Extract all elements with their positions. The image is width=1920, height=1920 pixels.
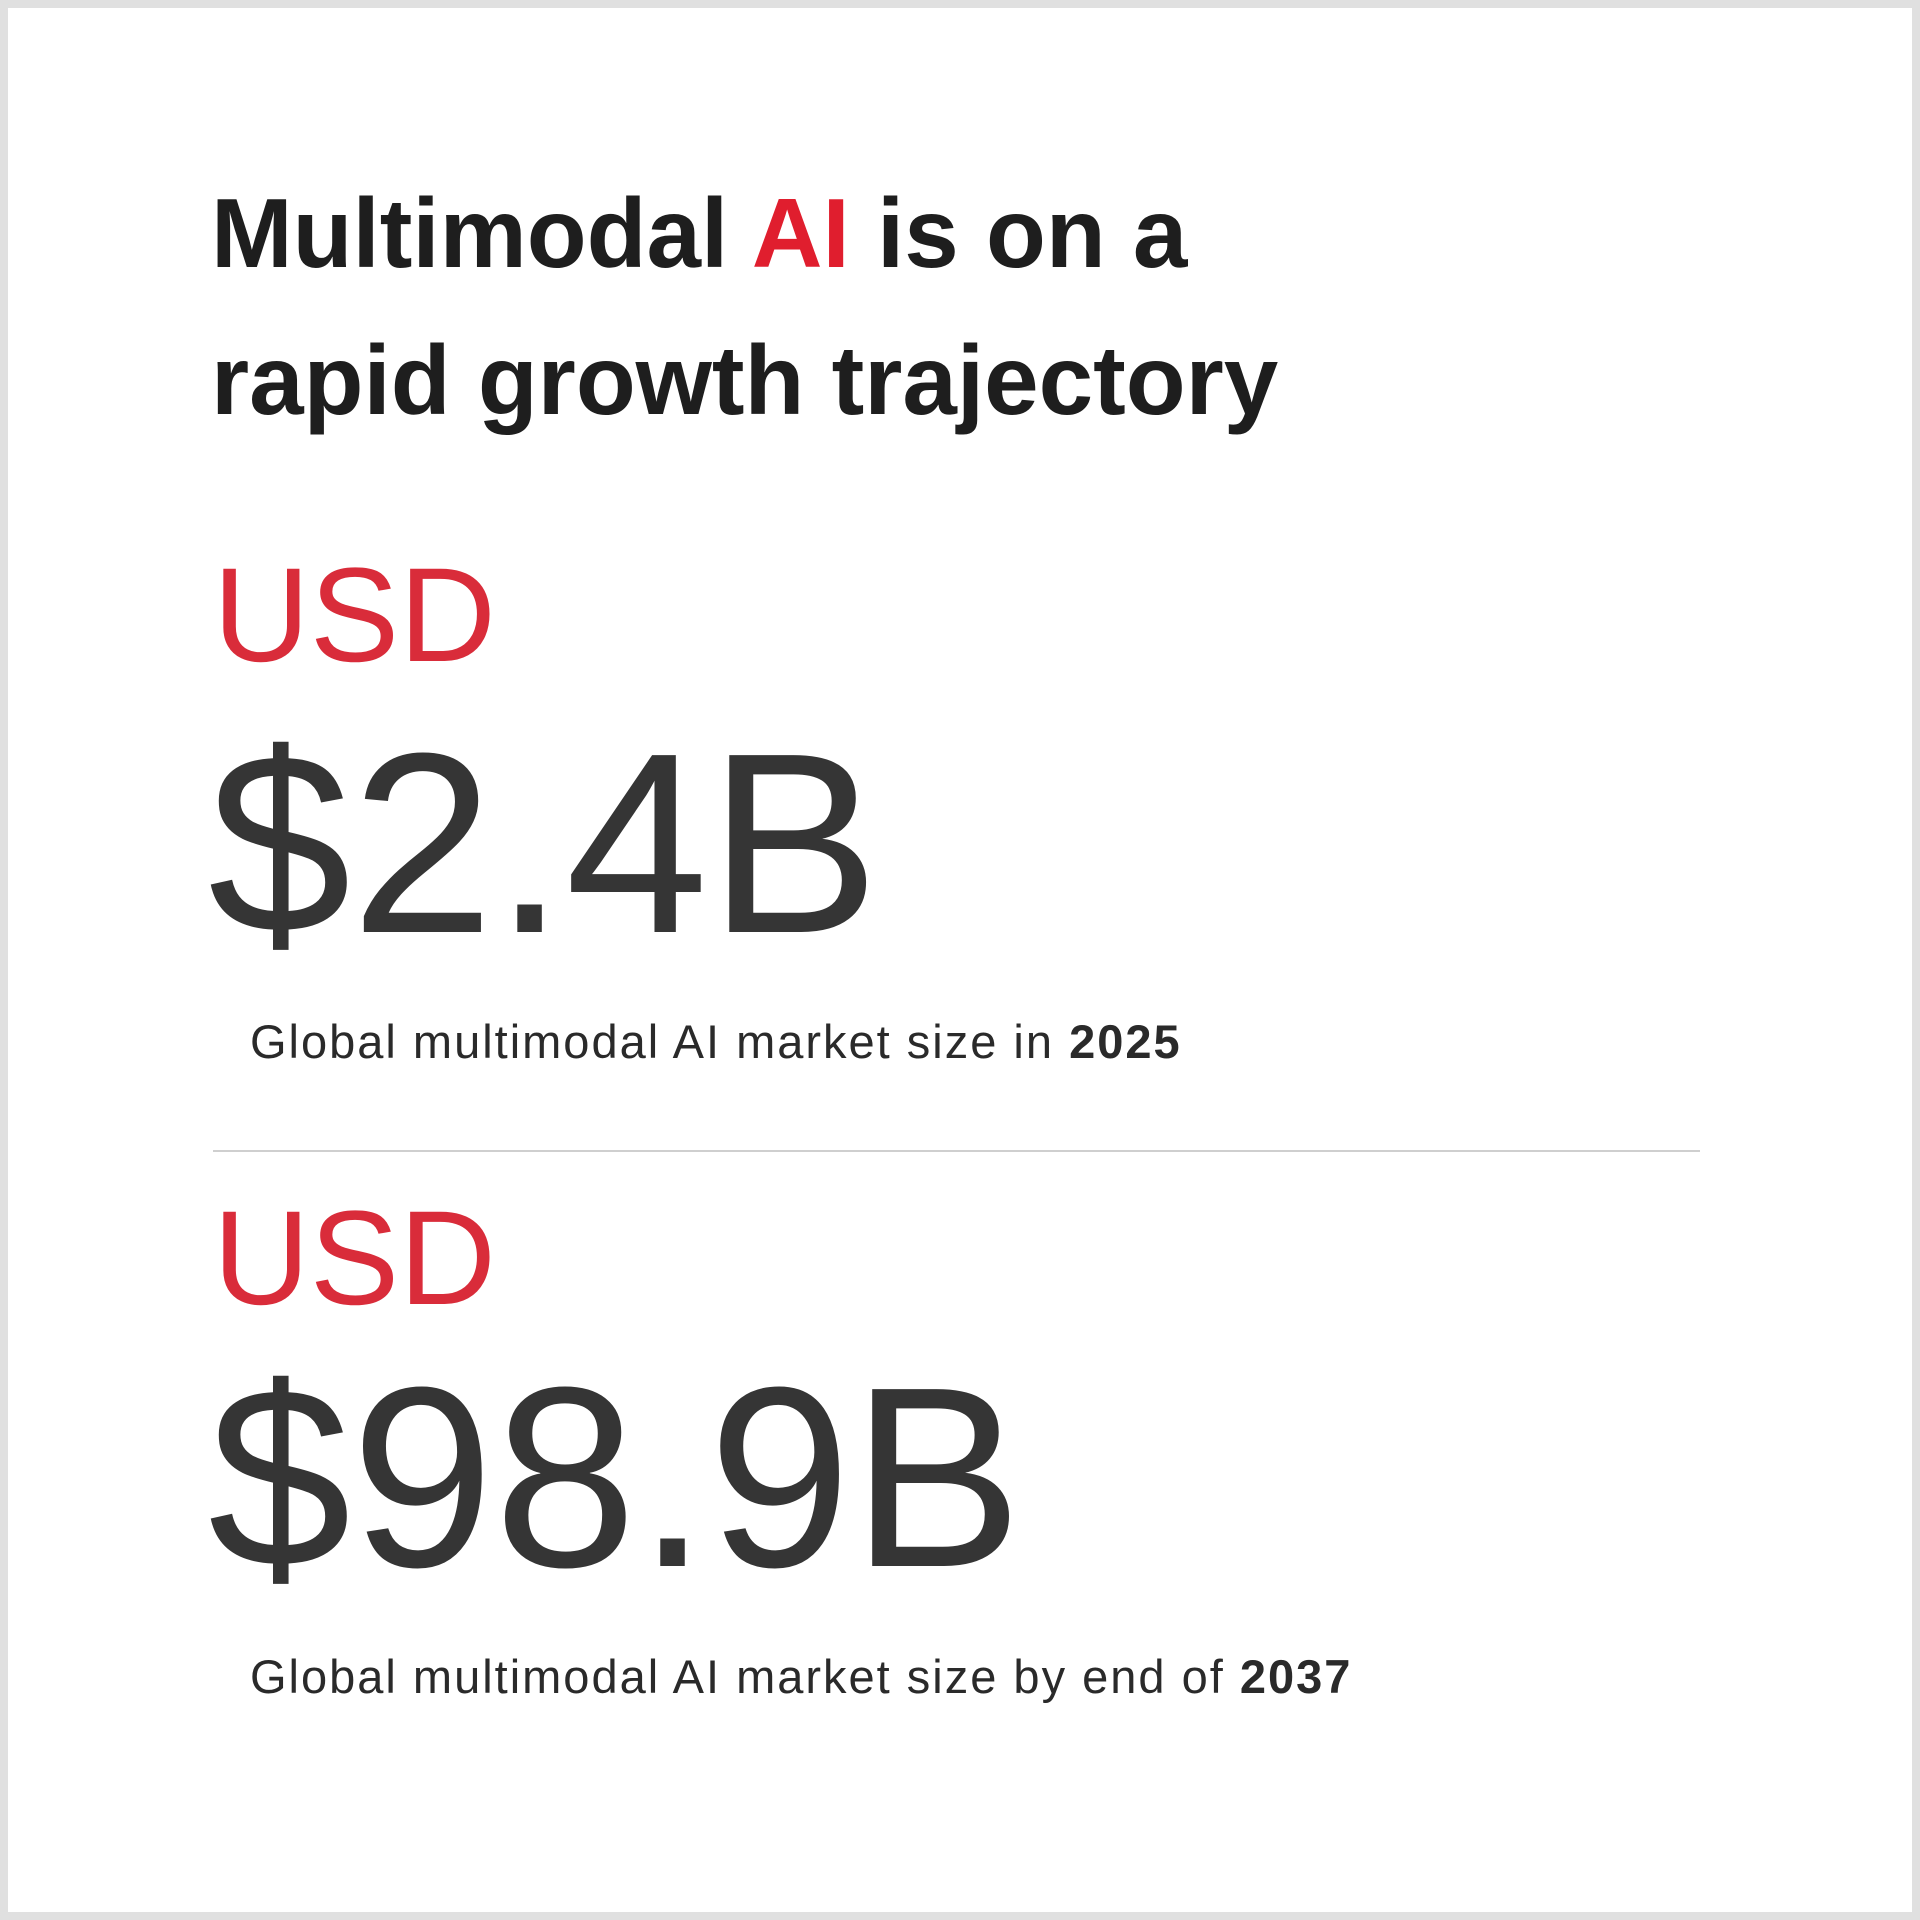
- headline-accent: AI: [751, 178, 850, 288]
- headline-text: Multimodal: [211, 178, 752, 288]
- stat-caption-2: Global multimodal AI market size by end …: [250, 1653, 1352, 1700]
- headline-text: is on a: [849, 178, 1188, 288]
- divider: [213, 1150, 1700, 1152]
- caption-text: Global multimodal AI market size by end …: [250, 1650, 1240, 1703]
- headline-line-2: rapid growth trajectory: [211, 325, 1279, 435]
- caption-year: 2025: [1069, 1015, 1182, 1068]
- caption-year: 2037: [1239, 1650, 1353, 1703]
- stat-value-1: $2.4B: [208, 700, 880, 987]
- caption-text: Global multimodal AI market size in: [250, 1015, 1070, 1068]
- stat-currency-1: USD: [213, 541, 496, 690]
- stat-value-2: $98.9B: [208, 1334, 1023, 1621]
- headline-line-1: Multimodal AI is on a: [211, 184, 1187, 282]
- stat-caption-1: Global multimodal AI market size in 2025: [250, 1018, 1182, 1065]
- stat-currency-2: USD: [213, 1184, 496, 1333]
